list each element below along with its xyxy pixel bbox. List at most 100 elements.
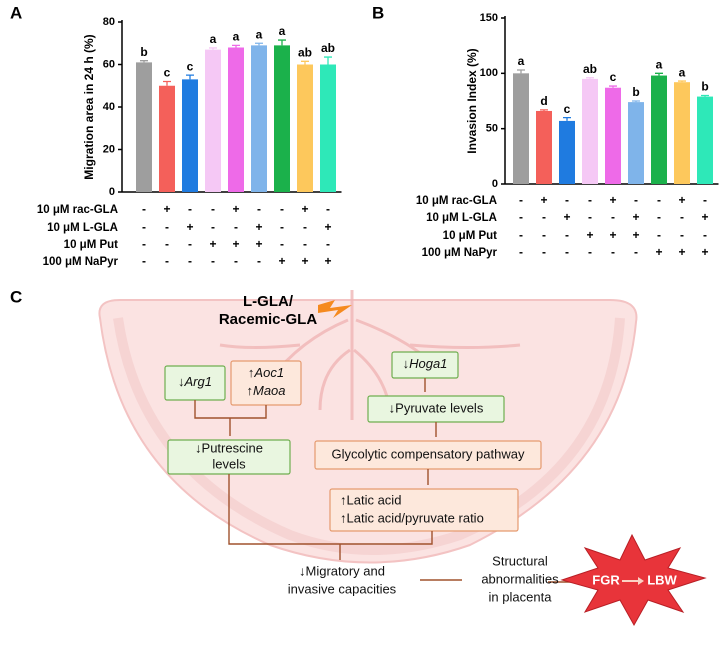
bar: [182, 79, 198, 192]
bar: [274, 45, 290, 192]
treatment-label: 10 μM Put: [64, 239, 118, 251]
treatment-sign: -: [234, 220, 238, 234]
treatment-label: 10 μM L-GLA: [47, 222, 118, 234]
treatment-sign: +: [632, 210, 639, 224]
treatment-sign: +: [301, 254, 308, 268]
treatment-sign: +: [563, 210, 570, 224]
treatment-sign: -: [588, 245, 592, 259]
treatment-sign: -: [211, 254, 215, 268]
treatment-sign: +: [609, 193, 616, 207]
treatment-sign: -: [142, 220, 146, 234]
gene-label: ↓Arg1: [178, 374, 212, 389]
treatment-sign: -: [326, 237, 330, 251]
significance-letter: c: [164, 66, 171, 80]
error-bar: [278, 39, 286, 46]
y-axis-label: Invasion Index (%): [465, 48, 479, 153]
significance-letter: ab: [298, 45, 312, 59]
treatment-sign: -: [542, 228, 546, 242]
treatment-sign: +: [701, 245, 708, 259]
treatment-sign: +: [678, 245, 685, 259]
error-bar: [563, 116, 571, 121]
treatment-sign: -: [519, 245, 523, 259]
treatment-sign: -: [142, 254, 146, 268]
treatment-sign: -: [542, 210, 546, 224]
y-tick-label: 0: [492, 178, 498, 190]
error-bar: [324, 56, 332, 65]
treatment-label: 10 μM rac-GLA: [416, 195, 497, 207]
treatment-sign: -: [657, 210, 661, 224]
treatment-sign: +: [701, 210, 708, 224]
treatment-sign: -: [657, 193, 661, 207]
bar: [674, 82, 690, 184]
error-bar: [632, 100, 640, 103]
diagram: L-GLA/ Racemic-GLA ↓Arg1 ↑Aoc1 ↑Maoa ↓Ho…: [10, 287, 707, 627]
gene-label: ↑Maoa: [246, 383, 285, 398]
treatment-sign: -: [680, 228, 684, 242]
error-bar: [517, 69, 525, 74]
treatment-sign: -: [542, 245, 546, 259]
lightning: [318, 300, 352, 318]
y-tick-label: 0: [109, 186, 115, 198]
box-latic: [329, 488, 519, 532]
error-bar: [209, 47, 217, 50]
glycolytic-label: Glycolytic compensatory pathway: [332, 446, 525, 461]
significance-letter: b: [701, 80, 708, 94]
significance-letter: a: [210, 32, 217, 46]
gene: Maoa: [253, 383, 286, 398]
significance-letter: ab: [583, 62, 597, 76]
panel-label: B: [372, 3, 384, 22]
pyruvate-label: ↓Pyruvate levels: [389, 400, 484, 415]
treatment-sign: -: [211, 202, 215, 216]
significance-letter: a: [679, 65, 686, 79]
bar: [628, 102, 644, 184]
arrow: ↓: [403, 356, 410, 371]
y-tick-label: 20: [103, 143, 115, 155]
latic-label: ↑Latic acid/pyruvate ratio: [340, 510, 484, 525]
treatment-sign: +: [324, 220, 331, 234]
treatment-sign: +: [232, 237, 239, 251]
bar: [228, 47, 244, 192]
bar: [159, 85, 175, 192]
structural-label: in placenta: [489, 589, 553, 604]
treatment-sign: -: [188, 202, 192, 216]
arrow: ↑: [248, 365, 255, 380]
arrow: ↓: [178, 374, 185, 389]
treatment-sign: -: [257, 202, 261, 216]
drug-label: Racemic-GLA: [219, 311, 318, 328]
treatment-label: 100 μM NaPyr: [422, 247, 498, 259]
treatment-sign: +: [678, 193, 685, 207]
bar: [651, 75, 667, 184]
treatment-sign: -: [588, 193, 592, 207]
treatment-sign: -: [280, 202, 284, 216]
treatment-sign: -: [280, 237, 284, 251]
significance-letter: c: [187, 59, 194, 73]
bar: [205, 49, 221, 192]
structural-label: abnormalities: [481, 571, 559, 586]
treatment-sign: -: [634, 193, 638, 207]
treatment-sign: -: [519, 193, 523, 207]
treatment-sign: -: [165, 237, 169, 251]
treatment-sign: -: [165, 220, 169, 234]
treatment-sign: +: [232, 202, 239, 216]
bar: [320, 64, 336, 192]
treatment-sign: -: [142, 202, 146, 216]
bar: [251, 45, 267, 192]
error-bar: [701, 94, 709, 97]
y-tick-label: 100: [480, 67, 498, 79]
significance-letter: a: [656, 58, 663, 72]
treatment-sign: -: [657, 228, 661, 242]
arrow: ↑: [246, 383, 253, 398]
bar: [697, 96, 713, 184]
treatment-sign: +: [255, 220, 262, 234]
treatment-sign: -: [211, 220, 215, 234]
y-tick-label: 40: [103, 101, 115, 113]
treatment-sign: -: [519, 228, 523, 242]
treatment-sign: +: [255, 237, 262, 251]
significance-letter: b: [140, 45, 147, 59]
significance-letter: c: [610, 70, 617, 84]
gene-label: ↓Hoga1: [403, 356, 448, 371]
error-bar: [163, 80, 171, 86]
connectors: [194, 378, 572, 583]
gene: Hoga1: [409, 356, 447, 371]
y-tick-label: 80: [103, 16, 115, 28]
